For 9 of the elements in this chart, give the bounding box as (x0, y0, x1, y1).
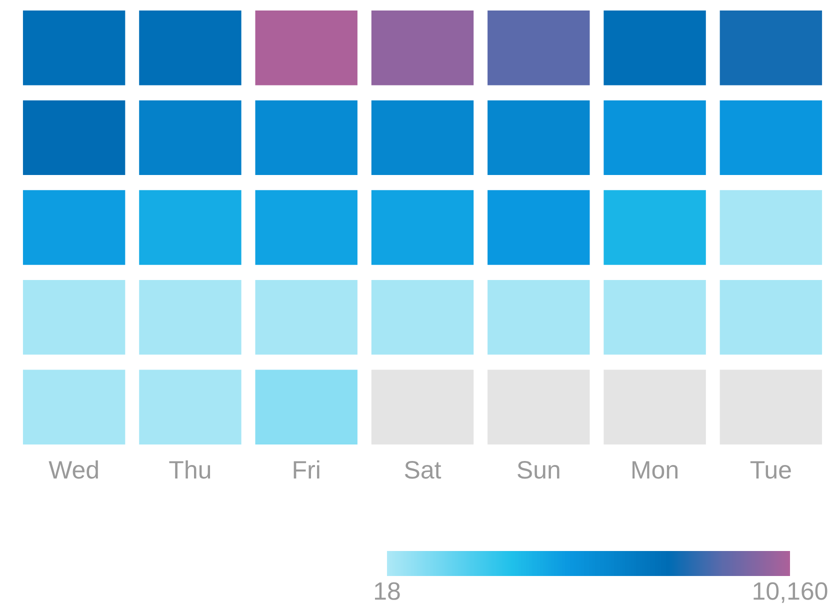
x-tick-label: Mon (632, 461, 678, 479)
x-tick-label: Tue (750, 461, 791, 479)
x-tick-label: Fri (294, 460, 320, 478)
x-tick-label: Sat (404, 460, 442, 479)
color-bar-label: 18 (375, 582, 400, 600)
x-tick-label: Wed (48, 460, 98, 479)
color-bar-label: 10,160 (754, 582, 828, 603)
x-tick-label: Thu (169, 460, 210, 479)
x-tick-label: Sun (518, 460, 560, 479)
